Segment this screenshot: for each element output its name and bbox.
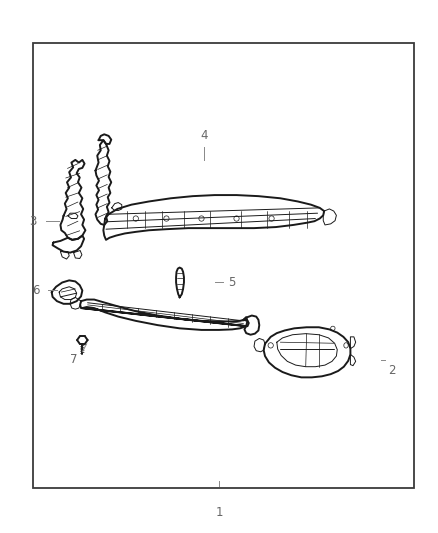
Text: 3: 3 [29, 215, 36, 228]
Text: 5: 5 [229, 276, 236, 289]
Text: 6: 6 [32, 284, 40, 297]
Text: 2: 2 [388, 364, 396, 377]
Text: 4: 4 [200, 130, 208, 142]
Text: 7: 7 [70, 353, 78, 366]
Bar [33, 43, 414, 488]
Text: 1: 1 [215, 506, 223, 519]
